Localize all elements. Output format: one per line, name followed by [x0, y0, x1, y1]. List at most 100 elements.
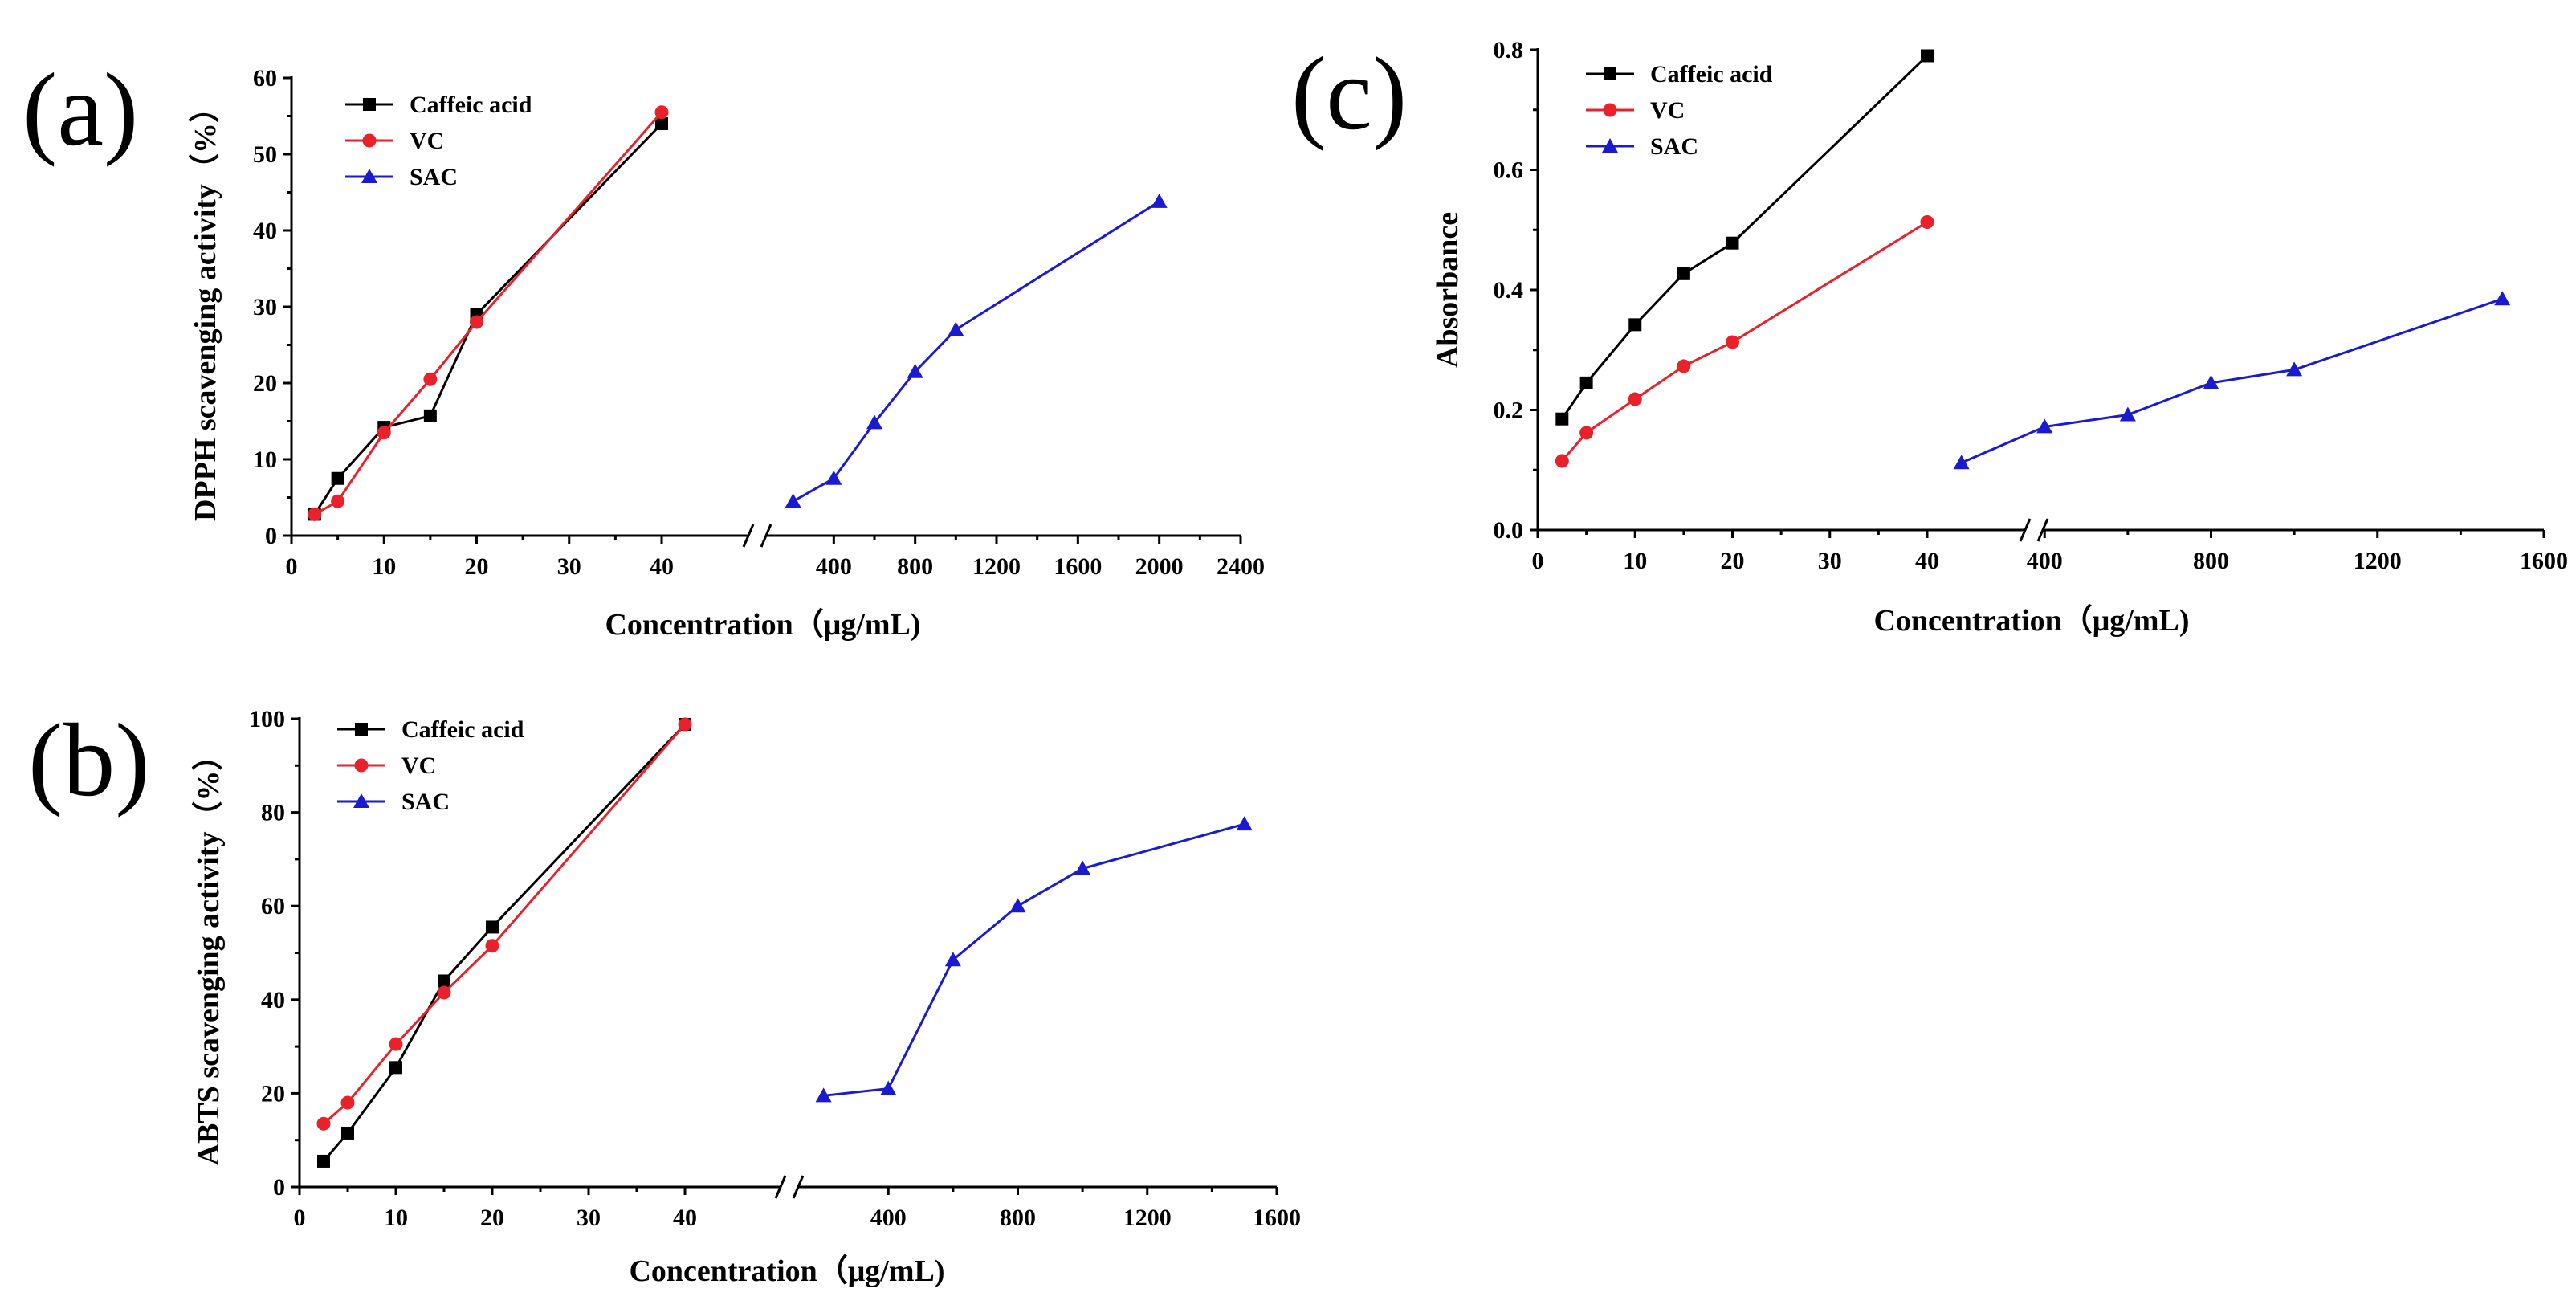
x-tick-label: 800: [1000, 1205, 1036, 1231]
axis-break-mark: [792, 1175, 805, 1199]
x-tick-label: 30: [557, 553, 581, 580]
data-point: [880, 1080, 897, 1095]
series-sac: [815, 816, 1253, 1103]
data-point: [423, 372, 438, 386]
x-tick-label: 10: [1623, 548, 1647, 574]
x-tick-label: 1600: [1054, 553, 1102, 580]
data-point: [1628, 318, 1642, 332]
x-tick-label: 0: [286, 553, 298, 580]
data-point: [1920, 215, 1934, 230]
data-point: [377, 426, 391, 440]
legend-label: Caffeic acid: [410, 92, 532, 118]
x-tick-label: 400: [816, 553, 852, 580]
y-tick-label: 40: [253, 218, 277, 244]
legend-marker: [362, 133, 377, 148]
data-point: [389, 1037, 403, 1051]
x-tick-label: 20: [480, 1205, 504, 1231]
axis-break-mark: [774, 1175, 787, 1199]
y-tick-label: 0.2: [1494, 398, 1524, 424]
data-point: [1555, 454, 1569, 468]
axis-break-mark: [760, 524, 772, 548]
y-tick-label: 20: [261, 1080, 285, 1107]
x-tick-label: 20: [1721, 548, 1745, 574]
y-tick-label: 10: [253, 447, 277, 473]
series-line: [792, 200, 1160, 503]
data-point: [316, 1116, 331, 1131]
y-tick-label: 40: [261, 987, 285, 1013]
data-point: [1921, 49, 1934, 63]
series-sac: [785, 193, 1168, 508]
data-point: [340, 1095, 355, 1110]
legend: Caffeic acid VC SAC: [1586, 61, 1773, 160]
legend-marker: [354, 758, 369, 773]
legend-label: SAC: [401, 789, 450, 815]
x-tick-label: 400: [870, 1205, 907, 1231]
x-tick-label: 1200: [972, 553, 1021, 580]
legend-marker: [361, 169, 377, 183]
legend-label: VC: [410, 128, 444, 154]
legend-marker: [363, 98, 376, 111]
x-axis-title: Concentration（μg/mL): [629, 1254, 944, 1288]
x-tick-label: 800: [2193, 548, 2229, 574]
data-point: [866, 414, 882, 430]
data-point: [1726, 335, 1739, 349]
data-point: [1677, 267, 1690, 280]
legend-marker: [355, 723, 368, 736]
data-point: [1151, 193, 1168, 208]
series-line: [322, 723, 687, 1162]
data-point: [2494, 291, 2511, 306]
y-tick-label: 0.0: [1494, 517, 1524, 544]
data-point: [308, 507, 322, 521]
data-point: [2203, 374, 2219, 389]
y-tick-label: 0.4: [1494, 277, 1524, 304]
data-point: [1555, 412, 1569, 426]
data-point: [815, 1087, 832, 1103]
panel-label: (b): [28, 703, 150, 818]
legend-label: Caffeic acid: [1650, 61, 1773, 88]
axis-break-mark: [2036, 518, 2049, 542]
x-axis-title: Concentration（μg/mL): [605, 608, 920, 642]
data-point: [1677, 359, 1691, 373]
data-point: [389, 1061, 402, 1075]
x-tick-label: 40: [1915, 548, 1939, 574]
data-point: [485, 939, 499, 953]
data-point: [331, 471, 344, 485]
x-tick-label: 10: [384, 1205, 408, 1231]
x-tick-label: 40: [673, 1205, 697, 1231]
data-point: [655, 117, 668, 130]
data-point: [470, 315, 483, 329]
data-point: [1579, 376, 1593, 389]
x-tick-label: 2000: [1135, 553, 1184, 580]
legend-label: VC: [1650, 97, 1685, 124]
y-axis-title: ABTS scavenging activity（%）: [192, 740, 226, 1166]
x-tick-label: 1600: [1253, 1205, 1301, 1231]
y-tick-label: 60: [261, 893, 285, 920]
data-point: [423, 409, 437, 422]
data-point: [1074, 860, 1091, 875]
x-tick-label: 30: [1818, 548, 1842, 574]
legend-marker: [1602, 138, 1618, 153]
data-point: [1726, 236, 1739, 250]
data-point: [486, 920, 499, 934]
x-tick-label: 1600: [2520, 548, 2568, 574]
chart-panel-b: (b) 0 20 40 60 80 100 0 10 20 30 40 400 800 1200 1600 Co…: [28, 703, 1301, 1288]
data-point: [2036, 418, 2053, 434]
data-point: [907, 363, 923, 378]
legend-label: SAC: [1650, 133, 1698, 160]
series-sac: [1953, 291, 2511, 470]
data-point: [1579, 426, 1594, 440]
x-tick-label: 0: [294, 1205, 306, 1231]
legend-label: SAC: [410, 164, 458, 190]
data-point: [825, 470, 842, 485]
data-point: [317, 1154, 330, 1168]
legend-marker: [353, 793, 369, 808]
data-point: [1628, 392, 1642, 406]
y-tick-label: 80: [261, 800, 285, 826]
x-tick-label: 40: [650, 553, 674, 580]
legend: Caffeic acid VC SAC: [337, 716, 524, 815]
y-tick-label: 20: [253, 370, 277, 397]
x-tick-label: 30: [577, 1205, 601, 1231]
y-tick-label: 0.8: [1494, 37, 1524, 63]
legend-label: Caffeic acid: [401, 716, 524, 743]
